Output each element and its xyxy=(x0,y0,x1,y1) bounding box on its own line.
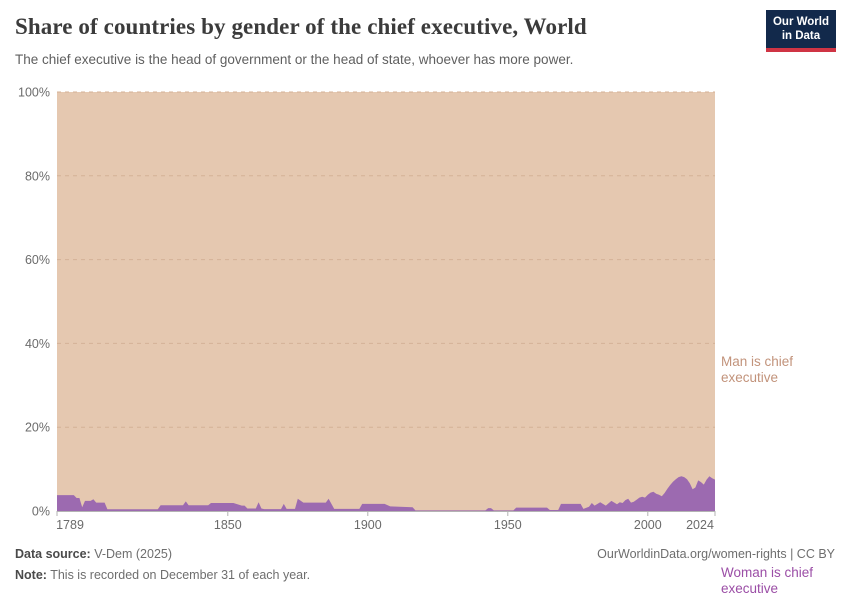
x-tick-label-1900: 1900 xyxy=(354,518,382,532)
stacked-area-chart[interactable]: 1789 1850 1900 1950 2000 2024 0% 20% 40% 60% 80% 10… xyxy=(0,85,850,540)
data-source-line: Data source: V-Dem (2025) xyxy=(15,547,835,561)
y-tick-label-80: 80% xyxy=(25,169,50,183)
owid-logo-line2: in Data xyxy=(781,30,821,43)
area-woman-is-chief-executive[interactable] xyxy=(57,476,715,511)
series-label-man: Man is chief executive xyxy=(721,354,794,385)
y-tick-label-100: 100% xyxy=(18,86,50,100)
chart-canvas[interactable]: 1789 1850 1900 1950 2000 2024 0% 20% 40% 60% 80% 10… xyxy=(0,85,850,597)
note-line: Note: This is recorded on December 31 of… xyxy=(15,568,835,582)
x-tick-label-1789: 1789 xyxy=(56,518,84,532)
page-title: Share of countries by gender of the chie… xyxy=(15,14,587,39)
x-tick-label-2000: 2000 xyxy=(634,518,662,532)
series-label-woman: Woman is chief executive xyxy=(721,565,814,596)
owid-logo-line1: Our World xyxy=(772,16,829,28)
y-tick-label-60: 60% xyxy=(25,253,50,267)
owid-logo[interactable]: Our World in Data xyxy=(765,10,836,52)
owid-url-link[interactable]: OurWorldinData.org/women-rights | CC BY xyxy=(597,547,835,561)
area-man-is-chief-executive[interactable] xyxy=(57,92,715,511)
y-tick-label-20: 20% xyxy=(25,421,50,435)
x-tick-label-1950: 1950 xyxy=(494,518,522,532)
note-label: Note: xyxy=(15,568,47,582)
x-tick-label-1850: 1850 xyxy=(214,518,242,532)
data-source-value: V-Dem (2025) xyxy=(94,547,173,561)
x-tick-label-2024: 2024 xyxy=(686,518,714,532)
y-tick-label-0: 0% xyxy=(32,505,50,519)
data-source-label: Data source: xyxy=(15,547,91,561)
chart-footer: Data source: V-Dem (2025) Note: This is … xyxy=(15,547,835,582)
y-tick-label-40: 40% xyxy=(25,337,50,351)
note-value: This is recorded on December 31 of each … xyxy=(50,568,311,582)
chart-subtitle: The chief executive is the head of gover… xyxy=(15,52,574,67)
